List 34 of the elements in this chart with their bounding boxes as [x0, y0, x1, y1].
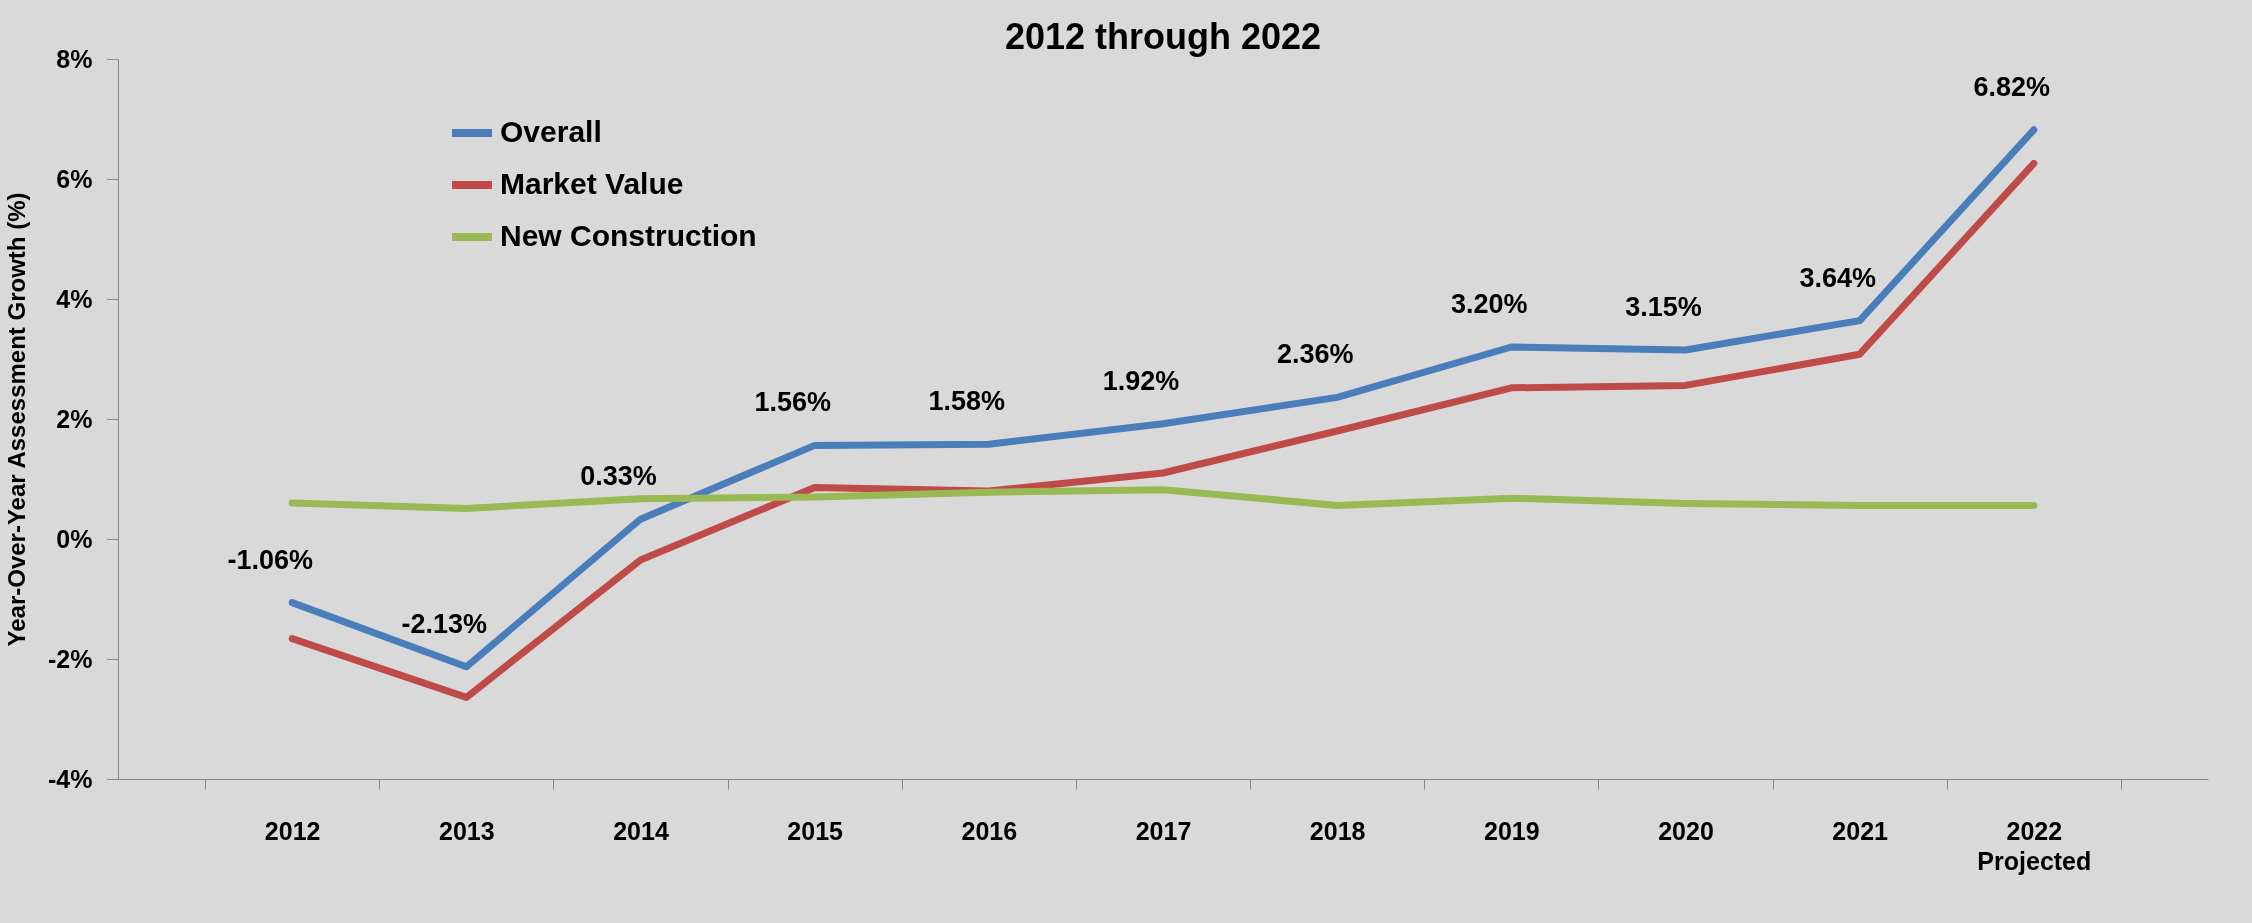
chart-title: 2012 through 2022: [1004, 16, 1322, 57]
data-label: 1.56%: [754, 387, 831, 418]
data-label: 2.36%: [1276, 339, 1354, 370]
data-label: 3.64%: [1799, 262, 1876, 293]
x-tick-label: 2013: [439, 816, 495, 845]
y-tick-label: 8%: [56, 44, 93, 73]
y-tick-label: 2%: [56, 404, 93, 433]
data-label: 1.92%: [1102, 365, 1180, 396]
y-tick-label: 6%: [56, 164, 93, 193]
legend-label: New Construction: [500, 219, 757, 252]
x-tick-label: 2021: [1832, 816, 1889, 845]
data-label: 0.33%: [580, 461, 657, 492]
legend-label: Market Value: [500, 167, 684, 200]
x-tick-label: 2017: [1135, 816, 1192, 845]
data-label: -1.06%: [227, 544, 313, 575]
data-label: 3.20%: [1451, 289, 1528, 319]
x-tick-label: 2020: [1658, 816, 1714, 845]
y-tick-label: 0%: [56, 524, 93, 553]
x-tick-label: 2016: [961, 816, 1018, 845]
legend-label: Overall: [500, 115, 602, 148]
x-tick-label: 2019: [1484, 816, 1540, 845]
x-tick-label: 2018: [1309, 816, 1366, 845]
data-label: 3.15%: [1625, 292, 1702, 322]
data-label: -2.13%: [401, 608, 488, 639]
x-tick-label: 2015: [787, 816, 844, 845]
data-label: 1.58%: [928, 386, 1006, 417]
x-tick-label: 2014: [613, 816, 669, 845]
y-tick-label: -4%: [48, 764, 93, 793]
x-tick-label: 2022 Projected: [1977, 816, 2092, 875]
x-tick-label: 2012: [264, 816, 321, 845]
y-axis-title: Year-Over-Year Assessment Growth (%): [3, 192, 31, 647]
y-tick-label: -2%: [48, 644, 93, 673]
y-tick-label: 4%: [56, 284, 93, 313]
data-label: 6.82%: [1973, 71, 2051, 102]
